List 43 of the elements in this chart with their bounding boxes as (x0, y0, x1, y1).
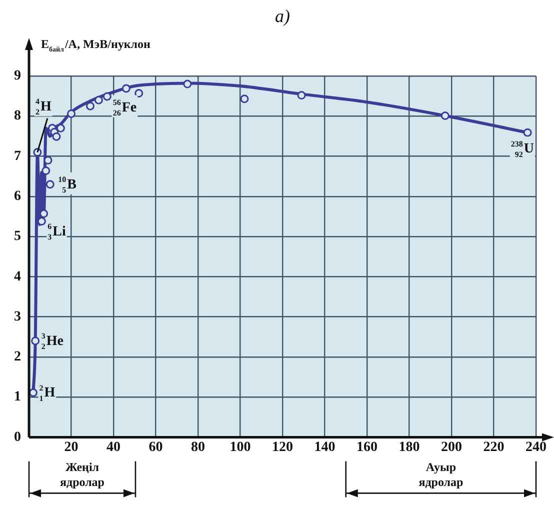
text: Жеңіл ядролар (60, 460, 105, 490)
x-tick-label: 180 (398, 440, 420, 456)
point (67, 109, 76, 118)
x-tick-label: 20 (64, 440, 78, 456)
y-tick-label: 3 (14, 309, 21, 324)
point (523, 128, 532, 137)
point (94, 96, 103, 104)
point (122, 84, 130, 93)
point (46, 180, 54, 189)
point (134, 89, 144, 98)
point (183, 80, 192, 88)
x-tick-label: 120 (272, 440, 293, 456)
point (240, 94, 249, 104)
y-tick-label: 8 (14, 108, 21, 124)
point (31, 336, 40, 346)
point (44, 156, 52, 165)
y-tick-label: 0 (14, 430, 21, 445)
y-tick-label: 5 (14, 229, 21, 244)
chart-title: a) (275, 6, 290, 26)
x-tick-label: 200 (441, 440, 462, 456)
x-tick-label: 80 (191, 440, 205, 456)
point (52, 132, 61, 141)
point (86, 102, 95, 110)
point (102, 92, 112, 101)
x-tick-label: 60 (148, 440, 163, 456)
point (29, 388, 38, 397)
y-tick-label: 6 (14, 189, 21, 204)
x-tick-label: 160 (356, 440, 378, 456)
x-tick-label: 240 (526, 440, 546, 456)
point (440, 111, 450, 120)
x-tick-label: 140 (314, 440, 336, 456)
x-tick-label: 100 (230, 440, 251, 456)
point (42, 166, 50, 175)
x-tick-label: 220 (483, 440, 504, 456)
y-tick-label: 9 (14, 68, 21, 84)
x-tick-label: 40 (106, 440, 120, 456)
y-tick-label: 1 (14, 390, 21, 405)
point (56, 124, 65, 132)
y-tick-label: 7 (14, 148, 21, 164)
text: Ауыр ядролар (418, 460, 464, 490)
y-tick-label: 4 (14, 269, 21, 284)
y-tick-label: 2 (14, 350, 21, 365)
point (297, 91, 306, 100)
